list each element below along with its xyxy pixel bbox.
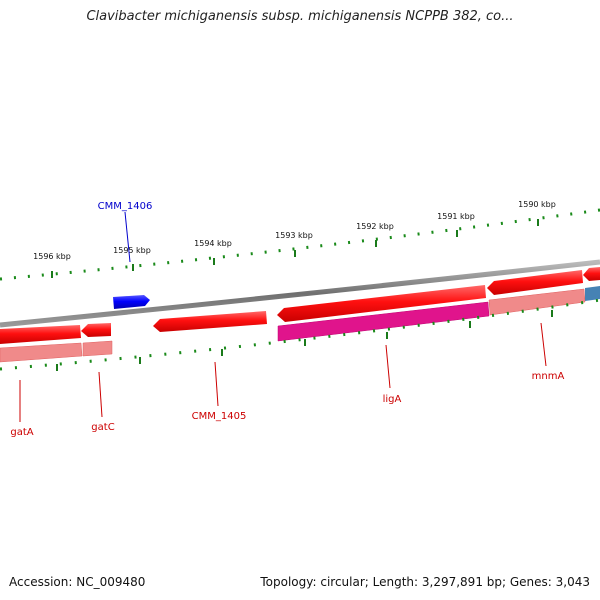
- feature-band-gata[interactable]: [0, 342, 83, 363]
- gene-arrow-gatc[interactable]: [81, 323, 111, 337]
- ruler-label-1594: 1594 kbp: [194, 239, 232, 248]
- leader-gatc: [98, 371, 103, 418]
- ruler-label-1592: 1592 kbp: [356, 222, 394, 231]
- gene-label-gatc[interactable]: gatC: [91, 422, 114, 433]
- gene-arrow-cmm-1406[interactable]: [113, 295, 150, 309]
- leader-cmm-1405: [214, 361, 219, 407]
- minus-strand-genes: [0, 267, 600, 344]
- gene-label-gata[interactable]: gatA: [10, 427, 33, 438]
- inner-ruler-major-ticks: [56, 310, 553, 371]
- feature-band-liga[interactable]: [277, 301, 490, 342]
- inner-ruler: [0, 298, 600, 371]
- feature-band-edge[interactable]: [585, 286, 600, 301]
- outer-ruler-dots: [0, 208, 600, 281]
- accession-text: Accession: NC_009480: [9, 575, 146, 589]
- topology-text: Topology: circular; Length: 3,297,891 bp…: [260, 575, 590, 589]
- inner-ruler-dots: [0, 298, 600, 371]
- gene-label-cmm-1406[interactable]: CMM_1406: [98, 201, 153, 212]
- outer-ruler: 1596 kbp 1595 kbp 1594 kbp 1593 kbp 1592…: [0, 200, 600, 281]
- ruler-label-1593: 1593 kbp: [275, 231, 313, 240]
- leader-mnma: [540, 322, 547, 367]
- feature-band-mnma[interactable]: [488, 288, 586, 316]
- feature-bands: [0, 286, 600, 363]
- gene-arrow-edge[interactable]: [583, 267, 600, 281]
- ruler-label-1591: 1591 kbp: [437, 212, 475, 221]
- ruler-label-1595: 1595 kbp: [113, 246, 151, 255]
- leader-cmm-1406: [124, 211, 131, 263]
- gene-labels: CMM_1406 gatA gatC CMM_1405 ligA mnmA: [10, 201, 564, 438]
- ruler-label-1596: 1596 kbp: [33, 252, 71, 261]
- genome-backbone: [0, 259, 600, 328]
- ruler-label-1590: 1590 kbp: [518, 200, 556, 209]
- gene-arrow-cmm-1405[interactable]: [153, 311, 267, 332]
- map-title: Clavibacter michiganensis subsp. michiga…: [86, 9, 514, 24]
- leader-liga: [385, 344, 391, 389]
- gene-label-mnma[interactable]: mnmA: [532, 371, 565, 382]
- outer-ruler-major-ticks: [51, 219, 539, 278]
- gene-label-cmm-1405[interactable]: CMM_1405: [192, 411, 247, 422]
- gene-arrow-gata[interactable]: [0, 325, 81, 344]
- gene-arrow-liga[interactable]: [277, 285, 486, 322]
- gene-arrow-mnma[interactable]: [487, 270, 583, 295]
- feature-band-gatc[interactable]: [82, 340, 113, 357]
- gene-label-liga[interactable]: ligA: [383, 394, 402, 405]
